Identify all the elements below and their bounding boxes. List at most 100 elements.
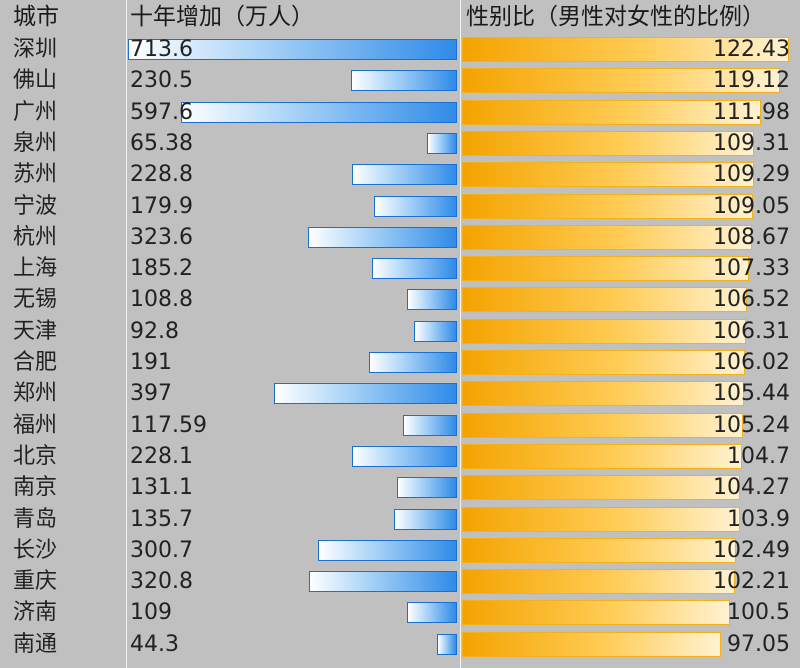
increase-value: 320.8 (130, 569, 193, 595)
sex-ratio-value: 111.98 (713, 99, 790, 125)
table-row: 北京 228.1 104.7 (0, 441, 800, 472)
table-row: 泉州 65.38 109.31 (0, 128, 800, 159)
increase-bar (351, 164, 457, 186)
increase-bar (273, 383, 457, 405)
increase-value: 131.1 (130, 475, 193, 501)
city-label: 南京 (13, 475, 58, 501)
table-row: 宁波 179.9 109.05 (0, 191, 800, 222)
sex-ratio-bar (462, 193, 754, 219)
increase-bar (374, 195, 457, 217)
increase-bar (414, 320, 457, 342)
table-row: 天津 92.8 106.31 (0, 316, 800, 347)
table-row: 南通 44.3 97.05 (0, 629, 800, 660)
sex-ratio-bar (462, 506, 740, 532)
city-label: 青岛 (13, 506, 58, 532)
column-divider (460, 0, 461, 668)
sex-ratio-bar (462, 318, 746, 344)
increase-value: 228.8 (130, 162, 193, 188)
table-row: 重庆 320.8 102.21 (0, 566, 800, 597)
increase-value: 323.6 (130, 224, 193, 250)
city-label: 北京 (13, 443, 58, 469)
city-label: 无锡 (13, 287, 58, 313)
increase-bar (426, 132, 457, 154)
increase-bar (309, 571, 457, 593)
city-label: 天津 (13, 318, 58, 344)
sex-ratio-value: 97.05 (727, 631, 790, 657)
increase-value: 185.2 (130, 256, 193, 282)
sex-ratio-bar (462, 475, 741, 501)
sex-ratio-bar (462, 130, 754, 156)
city-label: 杭州 (13, 224, 58, 250)
city-label: 济南 (13, 600, 58, 626)
sex-ratio-bar (462, 412, 744, 438)
increase-bar (318, 539, 457, 561)
sex-ratio-value: 109.29 (713, 162, 790, 188)
sex-ratio-bar (462, 68, 781, 94)
increase-value: 713.6 (130, 37, 193, 62)
sex-ratio-value: 100.5 (727, 600, 790, 626)
increase-bar (371, 258, 457, 280)
table-row: 广州 597.6 111.98 (0, 97, 800, 128)
table-row: 长沙 300.7 102.49 (0, 535, 800, 566)
table-row: 济南 109 100.5 (0, 597, 800, 628)
increase-bar (351, 445, 457, 467)
sex-ratio-bar (462, 443, 742, 469)
increase-bar (307, 226, 457, 248)
increase-bar (436, 633, 457, 655)
sex-ratio-value: 102.49 (713, 537, 790, 563)
increase-bar (181, 101, 457, 123)
increase-value: 228.1 (130, 443, 193, 469)
increase-value: 117.59 (130, 412, 207, 438)
sex-ratio-value: 109.05 (713, 193, 790, 219)
sex-ratio-bar (462, 569, 735, 595)
increase-value: 109 (130, 600, 172, 626)
header-increase: 十年增加（万人） (130, 4, 314, 30)
sex-ratio-value: 106.31 (713, 318, 790, 344)
table-row: 深圳 713.6 122.43 (0, 34, 800, 65)
sex-ratio-bar (462, 37, 789, 62)
sex-ratio-bar (462, 224, 753, 250)
sex-ratio-value: 102.21 (713, 569, 790, 595)
increase-value: 179.9 (130, 193, 193, 219)
city-label: 长沙 (13, 537, 58, 563)
table-row: 上海 185.2 107.33 (0, 253, 800, 284)
sex-ratio-value: 103.9 (727, 506, 790, 532)
increase-bar (396, 477, 457, 499)
city-label: 泉州 (13, 130, 58, 156)
increase-value: 397 (130, 381, 172, 407)
table-row: 苏州 228.8 109.29 (0, 159, 800, 190)
sex-ratio-bar (462, 537, 736, 563)
table-row: 无锡 108.8 106.52 (0, 284, 800, 315)
city-label: 上海 (13, 256, 58, 282)
city-label: 佛山 (13, 68, 58, 94)
sex-ratio-value: 108.67 (713, 224, 790, 250)
sex-ratio-value: 105.44 (713, 381, 790, 407)
sex-ratio-bar (462, 350, 746, 375)
sex-ratio-bar (462, 631, 722, 657)
table-row: 南京 131.1 104.27 (0, 472, 800, 503)
increase-value: 300.7 (130, 537, 193, 563)
sex-ratio-bar (462, 600, 731, 626)
table-row: 青岛 135.7 103.9 (0, 504, 800, 535)
increase-value: 65.38 (130, 130, 193, 156)
header-sex-ratio: 性别比（男性对女性的比例） (466, 4, 765, 30)
table-row: 福州 117.59 105.24 (0, 410, 800, 441)
city-label: 福州 (13, 412, 58, 438)
table-row: 合肥 191 106.02 (0, 347, 800, 378)
increase-value: 92.8 (130, 318, 179, 344)
increase-bar (406, 289, 457, 311)
city-label: 宁波 (13, 193, 58, 219)
sex-ratio-value: 105.24 (713, 412, 790, 438)
increase-value: 135.7 (130, 506, 193, 532)
increase-bar (350, 70, 457, 92)
increase-bar (394, 508, 457, 530)
city-label: 广州 (13, 99, 58, 125)
sex-ratio-value: 109.31 (713, 130, 790, 156)
sex-ratio-value: 119.12 (713, 68, 790, 94)
city-label: 苏州 (13, 162, 58, 188)
city-label: 合肥 (13, 350, 58, 375)
increase-bar (402, 414, 457, 436)
sex-ratio-value: 106.02 (713, 350, 790, 375)
column-divider (126, 0, 127, 668)
